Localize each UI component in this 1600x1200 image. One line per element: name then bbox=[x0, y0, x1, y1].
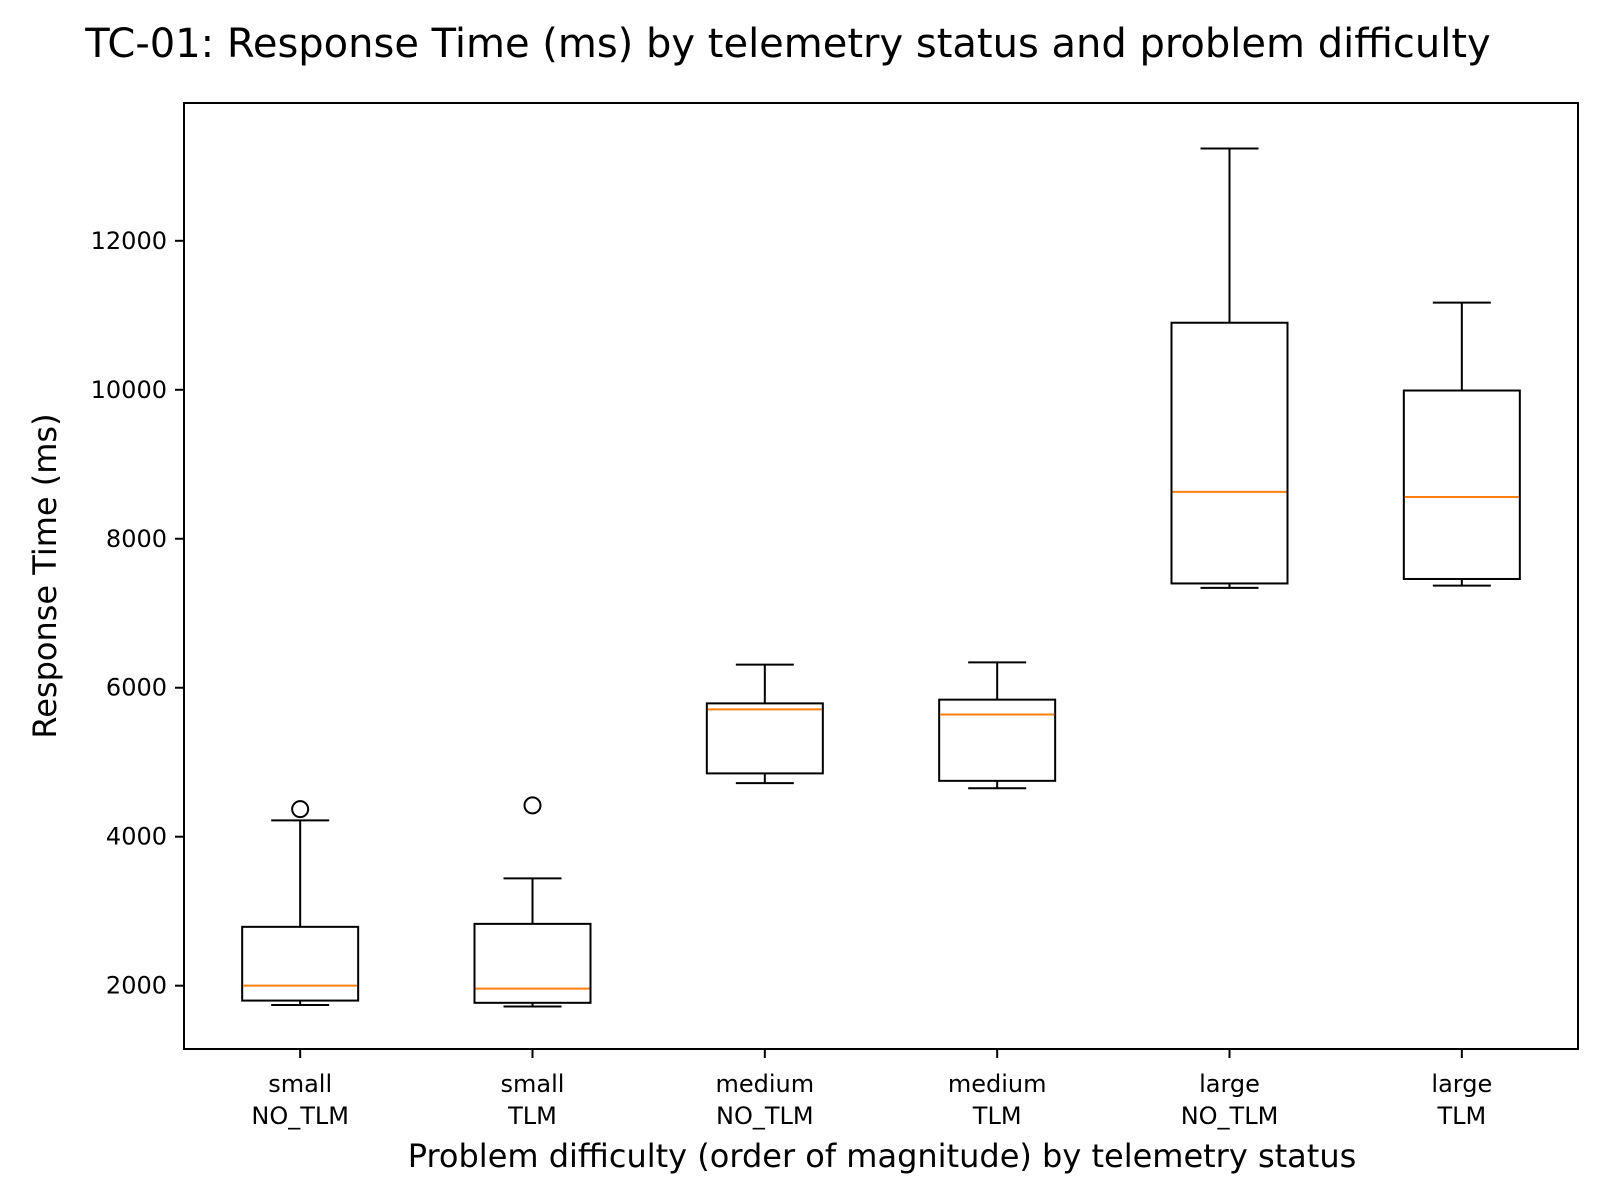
x-tick-label: small bbox=[501, 1070, 565, 1098]
boxes-layer bbox=[241, 147, 1521, 1008]
x-tick-label: NO_TLM bbox=[716, 1102, 814, 1130]
x-tick-label: medium bbox=[716, 1070, 815, 1098]
y-tick-label: 8000 bbox=[106, 525, 167, 553]
x-tick-label: TLM bbox=[1436, 1102, 1486, 1130]
x-tick-label: large bbox=[1199, 1070, 1260, 1098]
box-iqr bbox=[241, 925, 360, 1002]
outlier-point bbox=[523, 796, 542, 815]
box-group bbox=[1402, 301, 1521, 587]
y-tick-label: 2000 bbox=[106, 972, 167, 1000]
x-tick-label: NO_TLM bbox=[251, 1102, 349, 1130]
box-group bbox=[1170, 147, 1289, 589]
x-tick-label: TLM bbox=[507, 1102, 557, 1130]
box-iqr bbox=[1402, 389, 1521, 580]
box-group bbox=[938, 661, 1057, 790]
x-tick-label: small bbox=[268, 1070, 332, 1098]
x-axis: small NO_TLM small TLM medium NO_TLM medium TLM… bbox=[251, 1049, 1492, 1130]
box-iqr bbox=[1170, 321, 1289, 585]
x-axis-label: Problem difficulty (order of magnitude) … bbox=[408, 1137, 1357, 1175]
box-group bbox=[705, 663, 824, 785]
box-group bbox=[241, 800, 360, 1007]
y-tick-label: 4000 bbox=[106, 823, 167, 851]
y-tick-label: 6000 bbox=[106, 674, 167, 702]
box-iqr bbox=[473, 922, 592, 1004]
x-tick-label: NO_TLM bbox=[1181, 1102, 1279, 1130]
x-tick-label: TLM bbox=[972, 1102, 1022, 1130]
y-axis: 2000 4000 6000 8000 10000 12000 bbox=[91, 227, 184, 1000]
y-tick-label: 10000 bbox=[91, 376, 167, 404]
box-iqr bbox=[938, 698, 1057, 782]
outlier-point bbox=[291, 800, 310, 819]
y-axis-label: Response Time (ms) bbox=[26, 413, 64, 738]
x-tick-label: medium bbox=[948, 1070, 1047, 1098]
y-tick-label: 12000 bbox=[91, 227, 167, 255]
box-iqr bbox=[705, 702, 824, 775]
box-group bbox=[473, 796, 592, 1008]
plot-area-frame bbox=[183, 102, 1579, 1050]
x-tick-label: large bbox=[1431, 1070, 1492, 1098]
chart-title: TC-01: Response Time (ms) by telemetry s… bbox=[84, 21, 1490, 67]
